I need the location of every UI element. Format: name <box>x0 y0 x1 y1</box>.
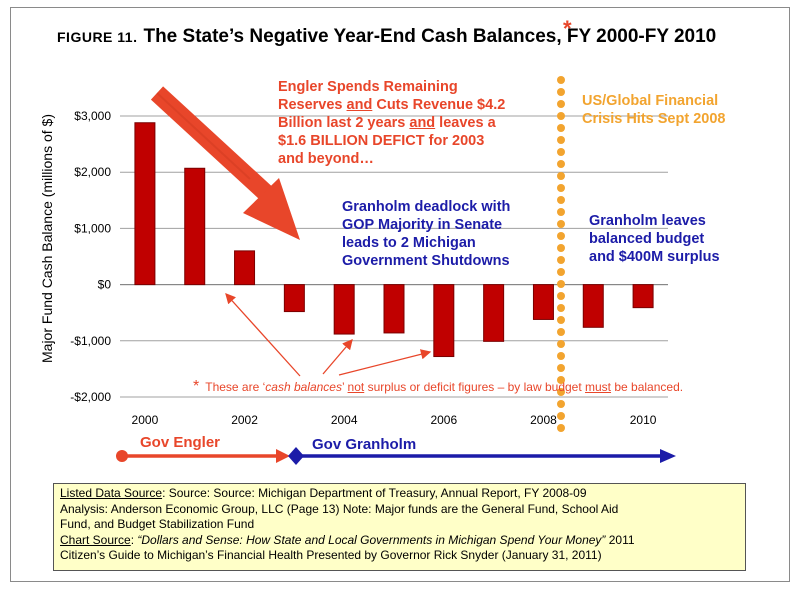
engler-arrow-shaft <box>150 86 275 202</box>
deadlock-annotation: Granholm deadlock with GOP Majority in S… <box>342 199 511 269</box>
crisis-dot <box>557 160 565 168</box>
listed-source-line: Listed Data Source: Source: Source: Mich… <box>60 486 587 500</box>
footnote-pointer-arrow <box>225 293 301 377</box>
engler-line-3: Billion last 2 years and leaves a <box>278 114 505 132</box>
x-tick-label: 2002 <box>231 413 258 427</box>
crisis-dot <box>557 424 565 432</box>
crisis-dot <box>557 88 565 96</box>
crisis-dot <box>557 244 565 252</box>
x-tick-label: 2008 <box>530 413 557 427</box>
footnote-pointer-arrow <box>322 339 353 375</box>
gov-granholm-label: Gov Granholm <box>312 436 417 453</box>
cash-balance-footnote: * These are ‘cash balances’ not surplus o… <box>193 378 684 395</box>
surplus-annotation: Granholm leaves balanced budget and $400… <box>589 213 720 265</box>
bar <box>383 284 405 334</box>
crisis-dot <box>557 196 565 204</box>
engler-arrow-shade <box>156 92 251 180</box>
engler-arrow-head <box>243 178 300 240</box>
crisis-dot <box>557 364 565 372</box>
citizens-guide-line: Citizen’s Guide to Michigan’s Financial … <box>60 548 602 562</box>
crisis-dot <box>557 268 565 276</box>
y-tick-label: $0 <box>98 278 112 292</box>
x-tick-label: 2000 <box>132 413 159 427</box>
crisis-dot <box>557 136 565 144</box>
bar <box>184 167 206 286</box>
y-tick-label: -$1,000 <box>70 334 111 348</box>
gov-engler-label: Gov Engler <box>140 434 221 451</box>
crisis-dot <box>557 376 565 384</box>
footnote-pointer-arrow <box>338 349 432 376</box>
engler-annotation: Engler Spends Remaining Reserves and Cut… <box>278 79 506 167</box>
crisis-dot <box>557 184 565 192</box>
crisis-dot <box>557 316 565 324</box>
crisis-dot <box>557 280 565 288</box>
chart-source-line: Chart Source: “Dollars and Sense: How St… <box>60 532 635 547</box>
bar <box>632 284 654 309</box>
crisis-dot <box>557 412 565 420</box>
crisis-dot <box>557 172 565 180</box>
source-box: Listed Data Source: Source: Source: Mich… <box>53 483 746 571</box>
bar <box>582 284 604 328</box>
granholm-timeline-start <box>288 447 304 465</box>
title-text: The State’s Negative Year-End Cash Balan… <box>143 26 717 47</box>
crisis-dot <box>557 208 565 216</box>
bar <box>532 284 554 320</box>
grid-lines <box>120 115 668 398</box>
crisis-dot <box>557 100 565 108</box>
engler-timeline-head <box>276 449 290 463</box>
crisis-dot <box>557 304 565 312</box>
bars <box>134 122 654 358</box>
y-tick-label: $2,000 <box>74 165 111 179</box>
x-tick-labels: 2000 2002 2004 2006 2008 2010 <box>132 413 657 427</box>
bar <box>333 284 355 335</box>
crisis-dot <box>557 220 565 228</box>
y-tick-label: $1,000 <box>74 221 111 235</box>
crisis-dot <box>557 352 565 360</box>
x-tick-label: 2006 <box>430 413 457 427</box>
granholm-timeline-head <box>660 449 676 463</box>
engler-text-fragment: and <box>409 115 436 131</box>
crisis-dot <box>557 232 565 240</box>
crisis-dot <box>557 388 565 396</box>
crisis-dot <box>557 292 565 300</box>
bar <box>234 250 256 286</box>
crisis-dot <box>557 76 565 84</box>
engler-text-fragment: Reserves <box>278 97 347 113</box>
engler-text-fragment: Cuts Revenue $4.2 <box>372 97 506 113</box>
x-tick-label: 2010 <box>630 413 657 427</box>
crisis-dot <box>557 148 565 156</box>
crisis-dot <box>557 124 565 132</box>
crisis-dot <box>557 256 565 264</box>
analysis-line: Analysis: Anderson Economic Group, LLC (… <box>60 501 619 516</box>
engler-text-fragment: and <box>346 97 373 113</box>
crisis-dot <box>557 400 565 408</box>
bar <box>483 284 505 342</box>
crisis-dot <box>557 328 565 336</box>
y-tick-label: -$2,000 <box>70 390 111 404</box>
bar <box>433 284 455 358</box>
bar <box>283 284 305 313</box>
engler-text-fragment: Billion last 2 years <box>278 115 410 131</box>
crisis-dot <box>557 112 565 120</box>
analysis-line-2: Fund, and Budget Stabilization Fund <box>60 517 255 531</box>
bar <box>134 122 156 286</box>
y-tick-labels: $3,000 $2,000 $1,000 $0 -$1,000 -$2,000 <box>70 109 111 404</box>
title-asterisk: * <box>563 16 572 41</box>
figure-title: FIGURE 11. The State’s Negative Year-End … <box>57 16 717 48</box>
crisis-annotation: US/Global Financial Crisis Hits Sept 200… <box>582 93 726 127</box>
y-tick-label: $3,000 <box>74 109 111 123</box>
engler-text-fragment: leaves a <box>435 115 496 131</box>
annotation-graphics <box>116 76 676 465</box>
engler-line-2: Reserves and Cuts Revenue $4.2 <box>278 96 505 114</box>
figure-number: FIGURE 11. <box>57 29 138 45</box>
crisis-dot <box>557 340 565 348</box>
x-tick-label: 2004 <box>331 413 358 427</box>
